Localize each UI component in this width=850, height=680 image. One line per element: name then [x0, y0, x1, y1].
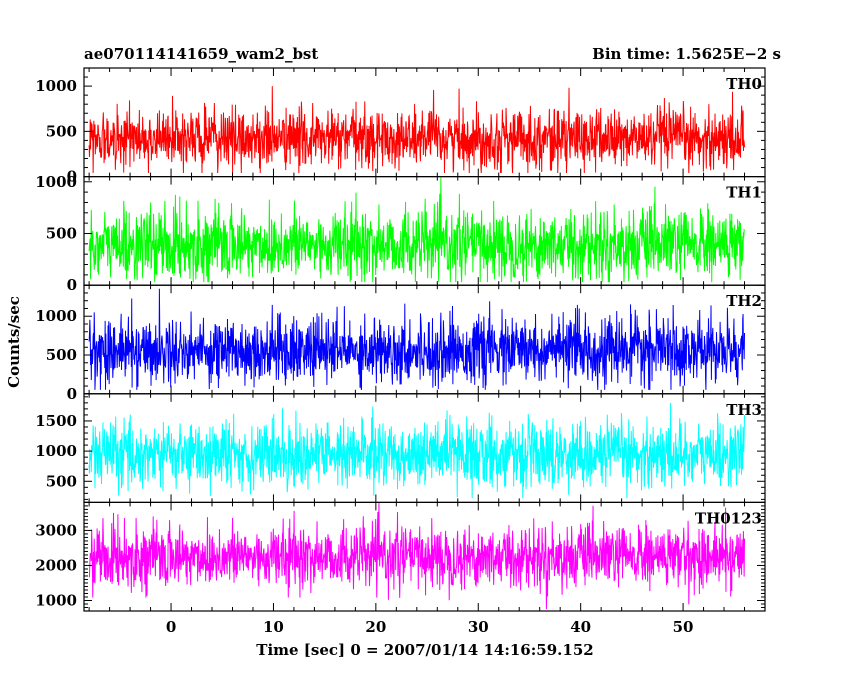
- x-tick-label: 50: [673, 618, 694, 636]
- x-tick-label: 10: [263, 618, 284, 636]
- x-tick-label: 40: [570, 618, 591, 636]
- panel-th2: 0 500 1000 TH2: [35, 284, 766, 403]
- panel-label: TH2: [726, 292, 762, 310]
- y-tick-label: 1000: [35, 591, 77, 609]
- panel-frame: [83, 501, 766, 612]
- x-tick-label: 20: [365, 618, 386, 636]
- y-tick-label: 500: [46, 122, 77, 140]
- panel-th0: 0 500 1000 TH0: [35, 67, 766, 186]
- panel-label: TH0: [726, 75, 762, 93]
- y-tick-label: 3000: [35, 521, 77, 539]
- series-th0123: [88, 502, 746, 610]
- series-th0: [88, 86, 746, 174]
- title-left: ae070114141659_wam2_bst: [84, 45, 318, 63]
- x-tick-label: 30: [468, 618, 489, 636]
- y-tick-label: 2000: [35, 556, 77, 574]
- y-tick-label: 0: [67, 168, 77, 186]
- y-tick-label: 500: [46, 224, 77, 242]
- panel-th1: 0 500 1000 TH1: [35, 173, 766, 294]
- series-th2: [88, 288, 746, 390]
- y-tick-label: 1000: [35, 173, 77, 191]
- y-tick-label: 500: [46, 346, 77, 364]
- y-axis-label: Counts/sec: [5, 296, 23, 388]
- panel-label: TH3: [726, 401, 762, 419]
- panel-label: TH1: [726, 184, 762, 202]
- series-th1: [88, 177, 745, 283]
- series-th3: [88, 403, 746, 499]
- y-tick-label: 1000: [35, 442, 77, 460]
- y-tick-label: 0: [67, 276, 77, 294]
- panel-th0123: 1000 2000 3000 TH0123: [35, 501, 766, 612]
- panel-th3: 500 1000 1500 TH3: [35, 393, 766, 503]
- x-tick-label: 0: [166, 618, 176, 636]
- title-right: Bin time: 1.5625E−2 s: [592, 45, 781, 63]
- y-tick-label: 0: [67, 385, 77, 403]
- panel-label: TH0123: [695, 509, 762, 527]
- y-tick-label: 500: [46, 472, 77, 490]
- y-tick-label: 1500: [35, 412, 77, 430]
- y-tick-label: 1000: [35, 77, 77, 95]
- x-axis-label: Time [sec] 0 = 2007/01/14 14:16:59.152: [256, 641, 593, 659]
- y-tick-label: 1000: [35, 307, 77, 325]
